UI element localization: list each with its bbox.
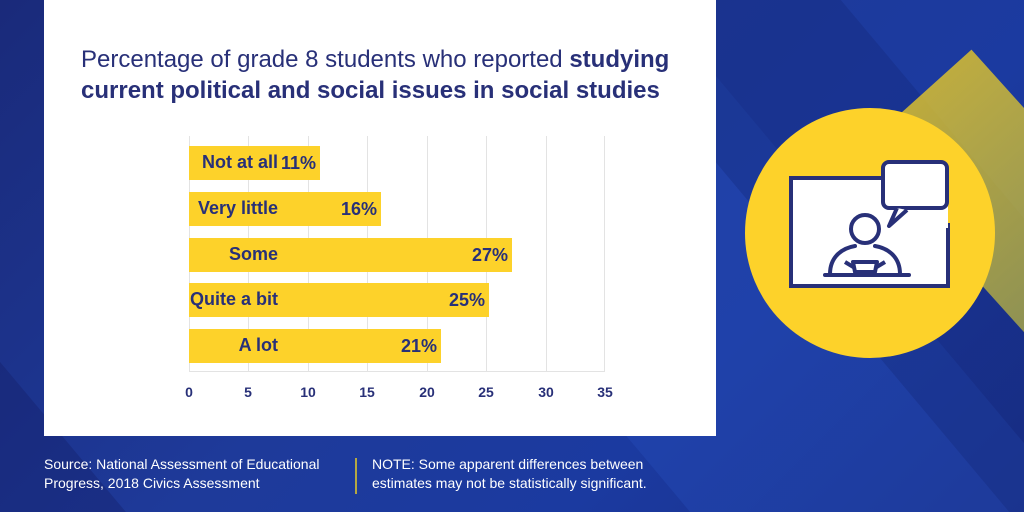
title-bold: studying current political and social is… <box>81 46 670 104</box>
x-tick-label: 30 <box>538 384 554 400</box>
category-label: A lot <box>238 335 278 355</box>
category-label: Very little <box>197 198 278 218</box>
note-line: estimates may not be statistically signi… <box>372 475 647 491</box>
student-speaking-at-desk-icon <box>789 160 950 288</box>
bar-value-label: 25% <box>448 290 485 310</box>
gridline <box>604 136 605 372</box>
chart-card: Percentage of grade 8 students who repor… <box>44 0 716 436</box>
gridline <box>545 136 547 372</box>
x-tick-label: 10 <box>300 384 316 400</box>
disclaimer-note: NOTE: Some apparent differences between … <box>372 455 647 493</box>
x-tick-label: 25 <box>478 384 494 400</box>
category-label: Some <box>228 244 278 264</box>
chart-title: Percentage of grade 8 students who repor… <box>81 44 701 106</box>
source-note: Source: National Assessment of Education… <box>44 455 320 493</box>
x-tick-label: 5 <box>244 384 252 400</box>
bar-some: 27% <box>189 238 512 272</box>
x-tick-label: 20 <box>419 384 435 400</box>
x-axis-line <box>189 371 605 372</box>
x-tick-label: 0 <box>185 384 193 400</box>
category-label: Quite a bit <box>189 289 278 309</box>
bar-quite-a-bit: 25% <box>189 283 489 317</box>
bar-value-label: 11% <box>280 153 316 173</box>
title-regular: Percentage of grade 8 students who repor… <box>81 46 570 73</box>
source-line: Progress, 2018 Civics Assessment <box>44 475 260 491</box>
bar-value-label: 21% <box>400 336 437 356</box>
bar-a-lot: 21% <box>189 329 441 363</box>
plot-area: 11% 16% 27% 25% 21% <box>189 136 605 372</box>
x-tick-label: 35 <box>597 384 613 400</box>
note-line: NOTE: Some apparent differences between <box>372 456 644 472</box>
bar-value-label: 16% <box>340 199 377 219</box>
bar-value-label: 27% <box>471 245 508 265</box>
x-tick-label: 15 <box>359 384 375 400</box>
category-label: Not at all <box>201 152 278 172</box>
bar-not-at-all: 11% <box>189 146 320 180</box>
source-line: Source: National Assessment of Education… <box>44 456 320 472</box>
footer-divider <box>355 458 357 494</box>
bar-very-little: 16% <box>189 192 381 226</box>
